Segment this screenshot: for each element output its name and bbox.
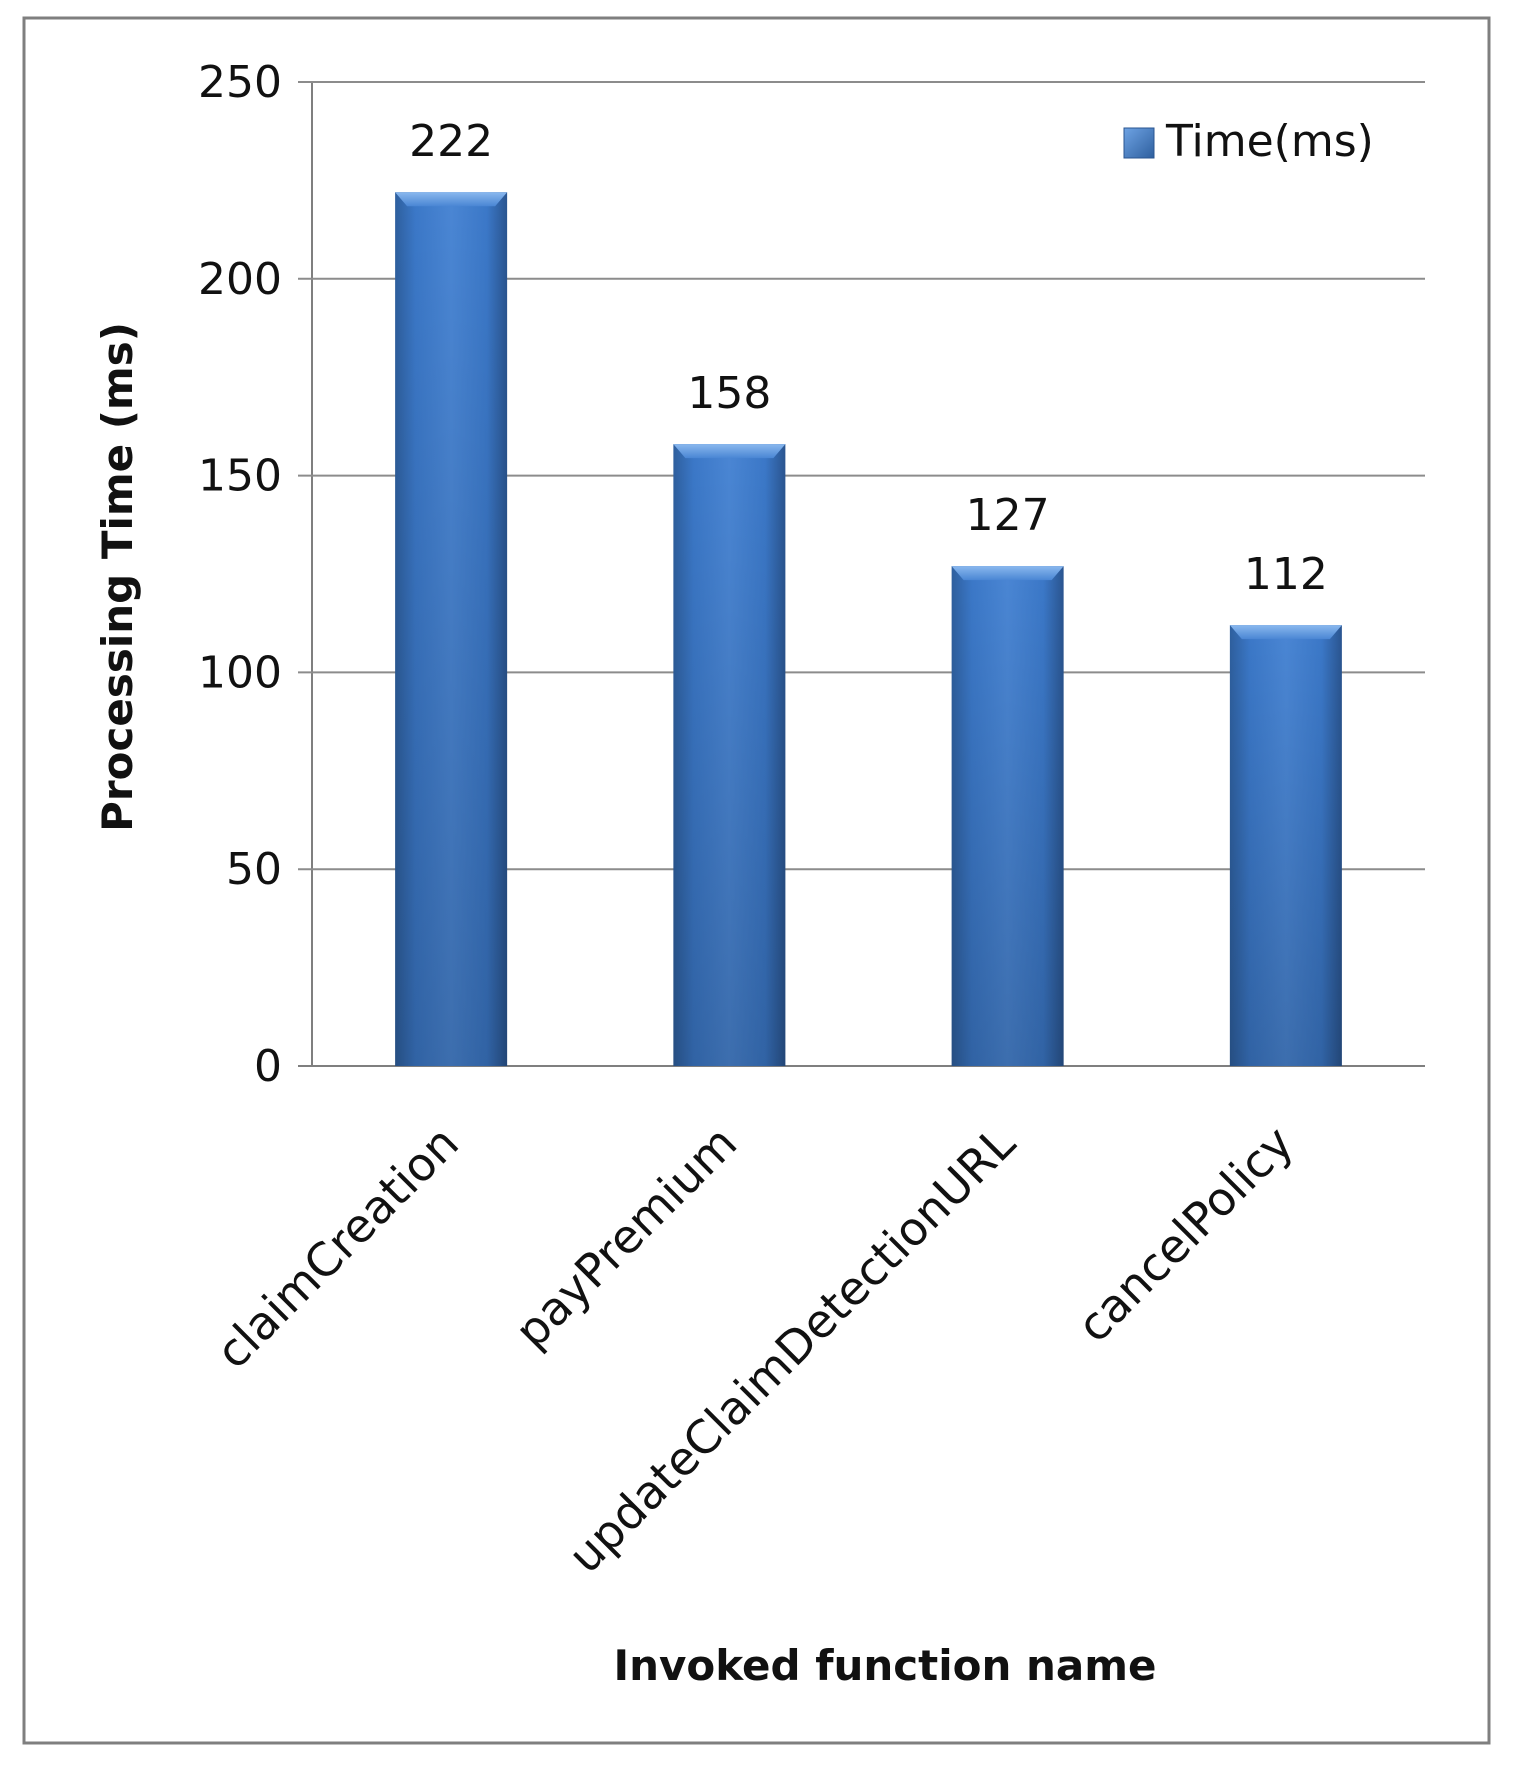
bar-shade — [1229, 625, 1342, 1066]
y-axis-title: Processing Time (ms) — [93, 322, 142, 832]
data-label: 158 — [687, 368, 771, 419]
data-label: 222 — [409, 116, 493, 167]
legend-label: Time(ms) — [1165, 116, 1374, 167]
legend-swatch — [1123, 127, 1155, 159]
y-tick-label: 50 — [226, 844, 282, 895]
legend: Time(ms) — [1123, 116, 1374, 167]
data-label: 112 — [1244, 549, 1328, 600]
y-tick-label: 250 — [198, 57, 282, 108]
y-axis-ticks: 0 50 100 150 200 250 — [198, 57, 282, 1092]
bar — [395, 192, 508, 1066]
data-labels: 222 158 127 112 — [409, 116, 1328, 600]
bar-cap — [673, 444, 786, 459]
bar — [673, 444, 786, 1066]
bar-shade — [395, 192, 508, 1066]
bar — [951, 566, 1064, 1066]
y-tick-label: 150 — [198, 451, 282, 502]
data-label: 127 — [966, 490, 1050, 541]
y-tick-label: 0 — [254, 1041, 282, 1092]
y-tick-label: 200 — [198, 254, 282, 305]
bar-cap — [951, 566, 1064, 581]
x-axis-title: Invoked function name — [613, 1641, 1156, 1690]
bars — [395, 192, 1342, 1066]
bar-shade — [673, 444, 786, 1066]
bar-cap — [395, 192, 508, 207]
bar — [1229, 625, 1342, 1066]
bar-shade — [951, 566, 1064, 1066]
bar-cap — [1229, 625, 1342, 640]
y-tick-label: 100 — [198, 647, 282, 698]
